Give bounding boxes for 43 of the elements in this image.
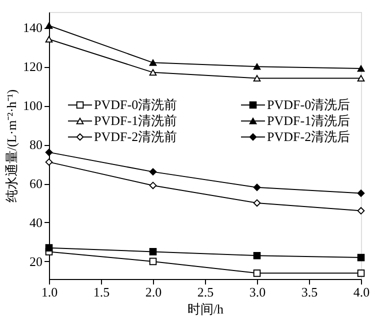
y-tick-label: 120 [23,59,42,74]
x-tick-label: 2.0 [145,284,162,300]
point [149,258,157,266]
x-tick-label: 2.5 [197,284,214,300]
x-tick-label: 4.0 [353,284,370,300]
x-tick-label: 3.0 [249,284,266,300]
point [149,168,157,176]
point [149,182,157,190]
point [149,59,157,66]
y-tick-label: 140 [23,20,42,36]
legend-label: PVDF-2清洗前 [94,129,178,144]
y-tick-label: 80 [30,137,42,152]
point [45,148,53,156]
point [357,207,365,214]
legend-label: PVDF-1清洗前 [94,113,178,128]
point [253,199,261,207]
point [357,65,365,72]
point [149,248,157,256]
legend-label: PVDF-0清洗后 [267,97,350,112]
y-tick-label: 100 [23,98,42,114]
point [45,244,53,252]
point [253,75,261,82]
legend-label: PVDF-2清洗后 [267,129,350,144]
x-axis-title: 时间/h [187,302,224,316]
point [253,269,261,277]
point [253,184,261,192]
x-tick-label: 3.5 [301,284,318,300]
x-tick-label: 1.5 [93,284,110,300]
legend-label: PVDF-0清洗前 [94,97,178,112]
legend-label: PVDF-1清洗后 [267,113,350,128]
point [357,190,365,197]
y-tick-label: 20 [30,254,42,269]
point [357,254,365,262]
point [253,252,261,260]
y-axis-title: 纯水通量/(L·m⁻²·h⁻¹) [4,89,19,203]
y-tick-label: 40 [30,214,42,230]
y-tick-label: 60 [30,176,42,192]
point [357,269,365,277]
point [149,69,157,76]
point [357,75,365,82]
point [45,158,53,166]
x-tick-label: 1.0 [41,284,58,300]
point [253,63,261,70]
